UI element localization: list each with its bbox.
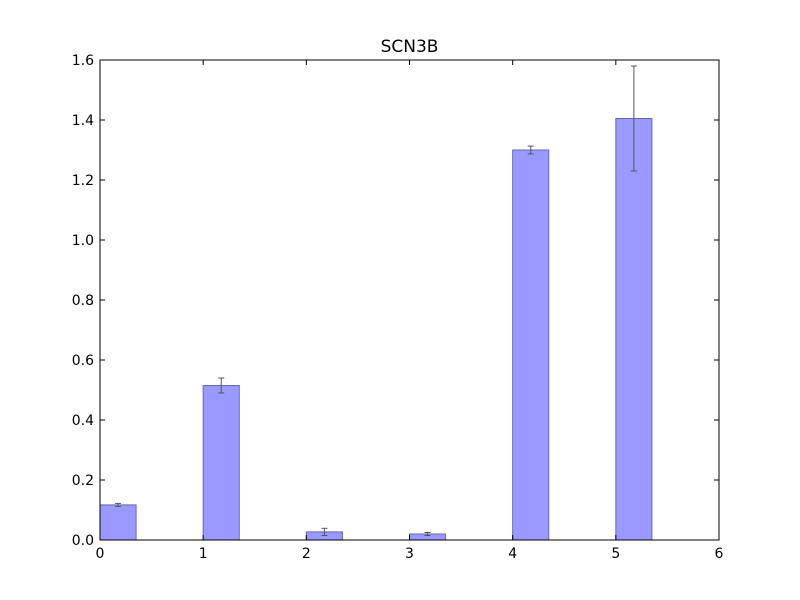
y-tick-label: 1.2: [72, 173, 94, 189]
y-tick-label: 0.0: [72, 533, 94, 549]
x-tick-label: 6: [715, 546, 724, 562]
y-tick-label: 0.2: [72, 473, 94, 489]
y-tick-label: 1.6: [72, 53, 94, 69]
x-tick-label: 2: [302, 546, 311, 562]
bar: [512, 149, 550, 541]
y-tick-label: 0.6: [72, 353, 94, 369]
x-tick-label: 4: [508, 546, 517, 562]
x-tick-label: 1: [199, 546, 208, 562]
plot-frame: [99, 59, 720, 541]
y-tick-label: 0.4: [72, 413, 94, 429]
x-tick-label: 3: [405, 546, 414, 562]
chart-title: SCN3B: [381, 37, 439, 57]
y-tick-label: 0.8: [72, 293, 94, 309]
x-tick-label: 5: [611, 546, 620, 562]
tick-group: 0 1 2 3 4 5 6 0.0 0.2 0.4 0.6 0.8 1.0 1.2 1.4 1.6: [72, 53, 724, 562]
bar: [202, 385, 240, 541]
y-tick-label: 1.4: [72, 113, 94, 129]
error-bar-group: [115, 65, 637, 536]
y-tick-label: 1.0: [72, 233, 94, 249]
x-tick-label: 0: [96, 546, 105, 562]
bar-group: [99, 118, 653, 541]
bar: [615, 118, 653, 541]
bar: [99, 504, 137, 541]
